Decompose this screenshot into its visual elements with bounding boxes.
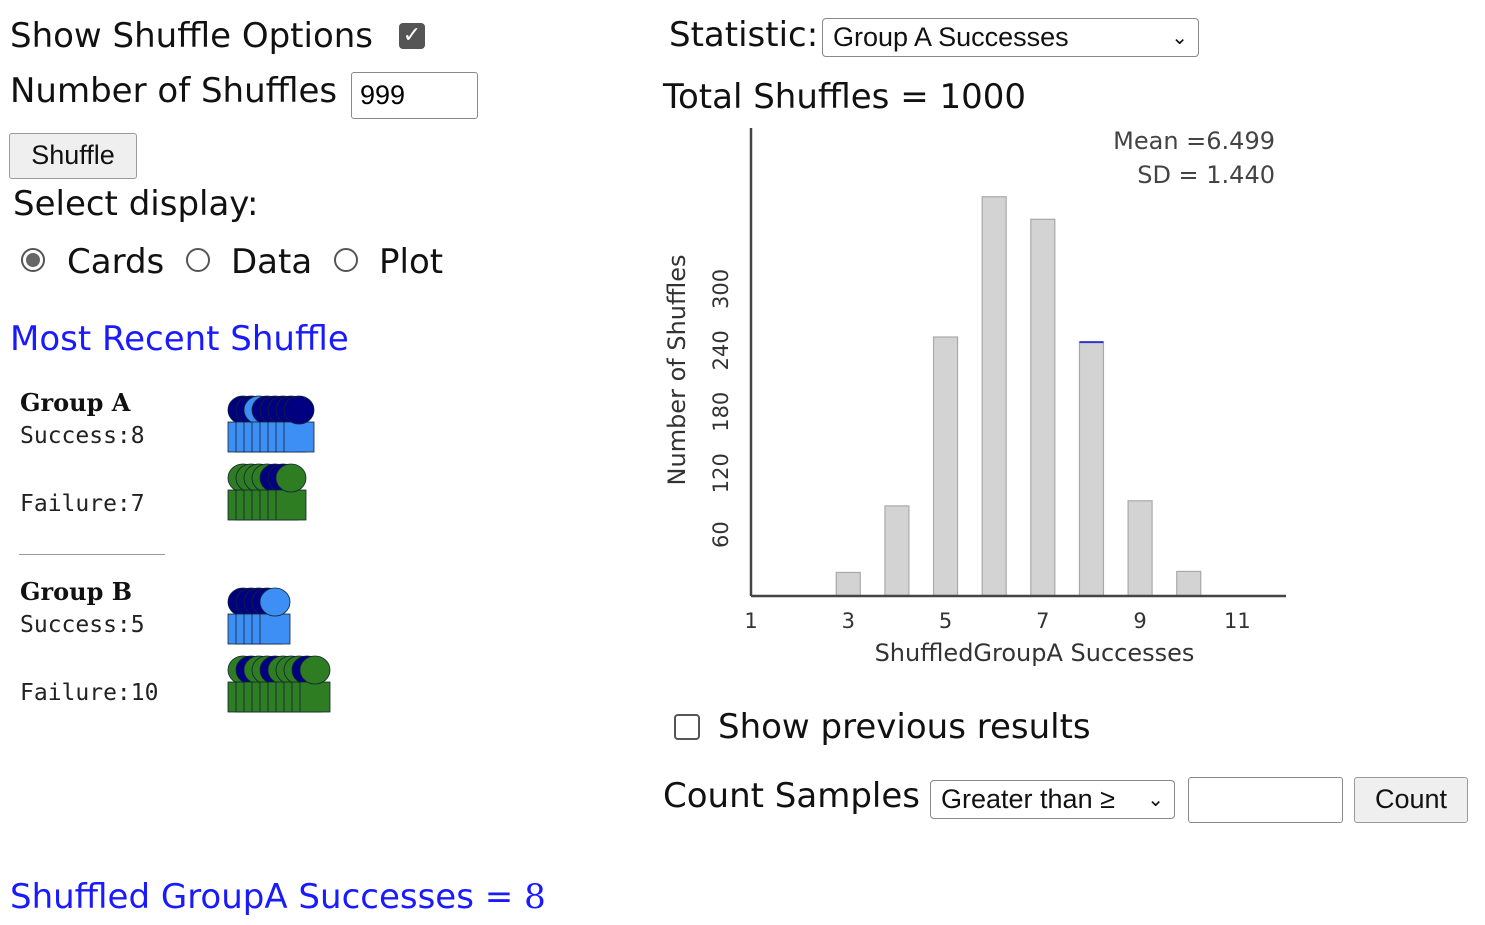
- shuffled-result-value: 8: [524, 877, 546, 917]
- group-b-failure-label: Failure:10: [20, 680, 159, 706]
- histogram-bar: [1030, 218, 1056, 597]
- radio-cards-label: Cards: [67, 242, 165, 282]
- total-shuffles-equals: =: [900, 77, 929, 117]
- sd-annotation: SD = 1.440: [1137, 161, 1275, 189]
- group-a-success-label: Success:8: [20, 423, 145, 449]
- y-tick-label: 120: [709, 453, 733, 493]
- number-of-shuffles-input[interactable]: [351, 72, 478, 119]
- x-tick-label: 3: [842, 609, 855, 633]
- radio-data-label: Data: [231, 242, 313, 282]
- count-button[interactable]: Count: [1354, 777, 1468, 823]
- y-axis-label: Number of Shuffles: [663, 255, 691, 486]
- number-of-shuffles-label: Number of Shuffles: [10, 71, 338, 111]
- histogram-bar: [884, 505, 910, 597]
- histogram-bar: [1127, 500, 1153, 597]
- total-shuffles: Total Shuffles = 1000: [663, 77, 1026, 117]
- group-a-failure-label: Failure:7: [20, 491, 145, 517]
- card: [283, 395, 315, 453]
- group-a-failure-cards: [227, 463, 307, 521]
- x-tick-label: 11: [1224, 609, 1251, 633]
- radio-data[interactable]: [186, 248, 210, 272]
- card: [299, 655, 331, 713]
- x-tick-label: 7: [1036, 609, 1049, 633]
- histogram-bar: [932, 336, 959, 597]
- count-samples-label: Count Samples: [663, 776, 920, 816]
- chevron-down-icon: ⌄: [1171, 27, 1188, 49]
- card: [259, 587, 291, 645]
- show-previous-results-checkbox[interactable]: [674, 714, 700, 740]
- count-comparison-select[interactable]: Greater than ≥ ⌄: [930, 780, 1175, 819]
- total-shuffles-label: Total Shuffles: [663, 77, 890, 117]
- y-tick-label: 60: [709, 521, 733, 548]
- mean-annotation: Mean =6.499: [1113, 127, 1275, 155]
- radio-plot[interactable]: [334, 248, 358, 272]
- histogram-chart: 1 3 5 7 9 11 60 120 180 240 300 ShuffledGroupA Succ…: [663, 127, 1286, 667]
- y-tick-label: 180: [709, 392, 733, 432]
- group-a-success-cards: [227, 395, 315, 453]
- group-b-title: Group B: [20, 577, 133, 606]
- shuffle-button[interactable]: Shuffle: [9, 133, 137, 179]
- histogram-bar: [1176, 570, 1202, 597]
- y-tick-label: 240: [709, 330, 733, 370]
- statistic-select-value: Group A Successes: [833, 22, 1069, 52]
- y-tick-label: 300: [709, 269, 733, 309]
- most-recent-shuffle-title: Most Recent Shuffle: [10, 319, 349, 359]
- count-comparison-value: Greater than ≥: [941, 784, 1115, 814]
- chevron-down-icon: ⌄: [1147, 789, 1164, 811]
- total-shuffles-value: 1000: [939, 77, 1027, 117]
- histogram-bar: [835, 571, 861, 597]
- show-shuffle-options-label: Show Shuffle Options: [10, 16, 374, 56]
- card: [275, 463, 307, 521]
- x-tick-label: 5: [939, 609, 952, 633]
- show-shuffle-options-checkbox[interactable]: ✓: [399, 23, 425, 49]
- histogram-bar: [1078, 341, 1105, 597]
- statistic-label: Statistic:: [669, 15, 819, 55]
- radio-plot-label: Plot: [379, 242, 444, 282]
- group-b-success-label: Success:5: [20, 612, 145, 638]
- x-tick-label: 9: [1133, 609, 1146, 633]
- show-previous-results-label: Show previous results: [718, 707, 1091, 747]
- statistic-select[interactable]: Group A Successes ⌄: [822, 18, 1199, 57]
- radio-cards[interactable]: [21, 248, 45, 272]
- group-divider: [19, 554, 165, 555]
- group-b-failure-cards: [227, 655, 331, 713]
- group-a-title: Group A: [20, 388, 131, 417]
- select-display-label: Select display:: [13, 184, 259, 224]
- shuffled-result-label: Shuffled GroupA Successes: [10, 877, 474, 917]
- shuffled-result-equals: =: [484, 877, 514, 917]
- x-axis-label: ShuffledGroupA Successes: [875, 639, 1195, 667]
- x-tick-label: 1: [744, 609, 757, 633]
- histogram-bar: [981, 196, 1007, 597]
- shuffled-result: Shuffled GroupA Successes = 8: [10, 877, 546, 917]
- group-b-success-cards: [227, 587, 291, 645]
- count-threshold-input[interactable]: [1188, 777, 1343, 823]
